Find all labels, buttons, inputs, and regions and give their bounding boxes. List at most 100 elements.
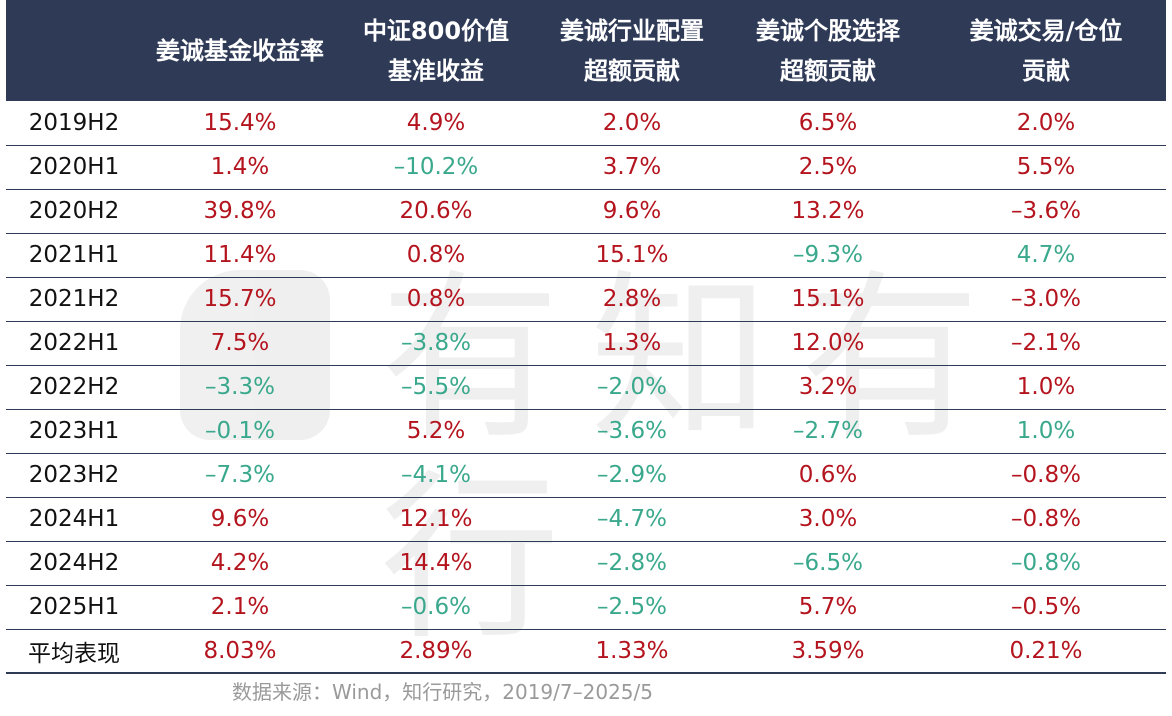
header-row: 姜诚基金收益率 中证800价值 基准收益 姜诚行业配置 超额贡献 姜诚个股选择 超额贡献 姜诚… — [6, 0, 1166, 101]
row-label: 2022H1 — [6, 321, 142, 366]
table-cell: 1.3% — [534, 321, 730, 366]
table-cell: –2.1% — [926, 321, 1166, 366]
table-cell: 2.0% — [926, 101, 1166, 146]
table-cell: 0.8% — [338, 233, 534, 278]
table-cell: 12.0% — [730, 321, 926, 366]
column-header-line: 姜诚行业配置 — [560, 16, 704, 45]
table-cell: 1.0% — [926, 365, 1166, 410]
table-cell: –7.3% — [142, 453, 338, 498]
table-cell: 8.03% — [142, 629, 338, 674]
table-cell: –2.8% — [534, 541, 730, 586]
table-cell: –4.1% — [338, 453, 534, 498]
table-cell: 2.8% — [534, 277, 730, 322]
table-row: 2024H1 9.6% 12.1% –4.7% 3.0% –0.8% — [6, 497, 1166, 542]
table-cell: 0.21% — [926, 629, 1166, 674]
table-cell: –4.7% — [534, 497, 730, 542]
row-label: 2022H2 — [6, 365, 142, 410]
table-cell: 7.5% — [142, 321, 338, 366]
row-label: 2023H1 — [6, 409, 142, 454]
table-row: 2020H1 1.4% –10.2% 3.7% 2.5% 5.5% — [6, 145, 1166, 190]
table-row: 2022H2 –3.3% –5.5% –2.0% 3.2% 1.0% — [6, 365, 1166, 410]
table-cell: 39.8% — [142, 189, 338, 234]
table-cell: 20.6% — [338, 189, 534, 234]
table-cell: 5.7% — [730, 585, 926, 630]
table-cell: –2.0% — [534, 365, 730, 410]
table-cell: 2.0% — [534, 101, 730, 146]
header-corner — [6, 0, 142, 101]
table-cell: 5.5% — [926, 145, 1166, 190]
table-cell: 11.4% — [142, 233, 338, 278]
table-cell: –3.8% — [338, 321, 534, 366]
column-header-line: 中证800价值 — [362, 16, 510, 45]
table-row: 平均表现 8.03% 2.89% 1.33% 3.59% 0.21% — [6, 629, 1166, 674]
table-cell: 9.6% — [142, 497, 338, 542]
table-cell: –0.5% — [926, 585, 1166, 630]
table-cell: –0.8% — [926, 541, 1166, 586]
table-cell: 4.2% — [142, 541, 338, 586]
table-cell: 4.7% — [926, 233, 1166, 278]
table-cell: 6.5% — [730, 101, 926, 146]
source-note: 数据来源：Wind，知行研究，2019/7–2025/5 — [232, 680, 653, 704]
table-cell: –0.6% — [338, 585, 534, 630]
table-cell: –3.6% — [926, 189, 1166, 234]
table-row: 2024H2 4.2% 14.4% –2.8% –6.5% –0.8% — [6, 541, 1166, 586]
table-cell: 15.7% — [142, 277, 338, 322]
table-cell: 1.4% — [142, 145, 338, 190]
column-header-line: 超额贡献 — [584, 56, 680, 85]
table-row: 2025H1 2.1% –0.6% –2.5% 5.7% –0.5% — [6, 585, 1166, 630]
column-header: 姜诚基金收益率 — [142, 0, 338, 101]
column-header-line: 基准收益 — [388, 56, 484, 85]
row-label: 2021H1 — [6, 233, 142, 278]
table-cell: –0.8% — [926, 453, 1166, 498]
table-row: 2021H1 11.4% 0.8% 15.1% –9.3% 4.7% — [6, 233, 1166, 278]
table-cell: 9.6% — [534, 189, 730, 234]
table-cell: 12.1% — [338, 497, 534, 542]
column-header: 姜诚行业配置 超额贡献 — [534, 0, 730, 101]
table-cell: 3.7% — [534, 145, 730, 190]
table-cell: –2.5% — [534, 585, 730, 630]
table-cell: 14.4% — [338, 541, 534, 586]
table-cell: –10.2% — [338, 145, 534, 190]
table-row: 2022H1 7.5% –3.8% 1.3% 12.0% –2.1% — [6, 321, 1166, 366]
table-cell: 3.0% — [730, 497, 926, 542]
table-row: 2023H1 –0.1% 5.2% –3.6% –2.7% 1.0% — [6, 409, 1166, 454]
column-header: 姜诚交易/仓位 贡献 — [926, 0, 1166, 101]
table-cell: 0.6% — [730, 453, 926, 498]
table-cell: –5.5% — [338, 365, 534, 410]
row-label: 2020H1 — [6, 145, 142, 190]
table-cell: –2.9% — [534, 453, 730, 498]
table-cell: 2.5% — [730, 145, 926, 190]
column-header-line: 姜诚交易/仓位 — [969, 16, 1123, 45]
row-label: 2023H2 — [6, 453, 142, 498]
table-body: 2019H2 15.4% 4.9% 2.0% 6.5% 2.0% 2020H1 1.4% –10… — [6, 101, 1166, 674]
row-label: 2021H2 — [6, 277, 142, 322]
table-cell: 1.0% — [926, 409, 1166, 454]
row-label: 2019H2 — [6, 101, 142, 146]
table-row: 2023H2 –7.3% –4.1% –2.9% 0.6% –0.8% — [6, 453, 1166, 498]
table-cell: 2.1% — [142, 585, 338, 630]
table-cell: 3.59% — [730, 629, 926, 674]
table-cell: –3.3% — [142, 365, 338, 410]
table-cell: 4.9% — [338, 101, 534, 146]
table-cell: 3.2% — [730, 365, 926, 410]
performance-table: 姜诚基金收益率 中证800价值 基准收益 姜诚行业配置 超额贡献 姜诚个股选择 超额贡献 姜诚… — [6, 0, 1166, 674]
table-cell: –6.5% — [730, 541, 926, 586]
column-header-line: 姜诚基金收益率 — [156, 36, 324, 65]
column-header-line: 姜诚个股选择 — [756, 16, 900, 45]
table-cell: –3.0% — [926, 277, 1166, 322]
table-cell: 15.1% — [730, 277, 926, 322]
table-cell: –9.3% — [730, 233, 926, 278]
column-header: 姜诚个股选择 超额贡献 — [730, 0, 926, 101]
table-cell: 13.2% — [730, 189, 926, 234]
table-cell: 15.4% — [142, 101, 338, 146]
table-cell: –2.7% — [730, 409, 926, 454]
table-cell: 15.1% — [534, 233, 730, 278]
table-cell: –0.1% — [142, 409, 338, 454]
row-label: 2024H1 — [6, 497, 142, 542]
table-cell: 2.89% — [338, 629, 534, 674]
table-row: 2021H2 15.7% 0.8% 2.8% 15.1% –3.0% — [6, 277, 1166, 322]
table-cell: 5.2% — [338, 409, 534, 454]
column-header-line: 超额贡献 — [780, 56, 876, 85]
table-cell: –0.8% — [926, 497, 1166, 542]
column-header-line: 贡献 — [1022, 56, 1070, 85]
